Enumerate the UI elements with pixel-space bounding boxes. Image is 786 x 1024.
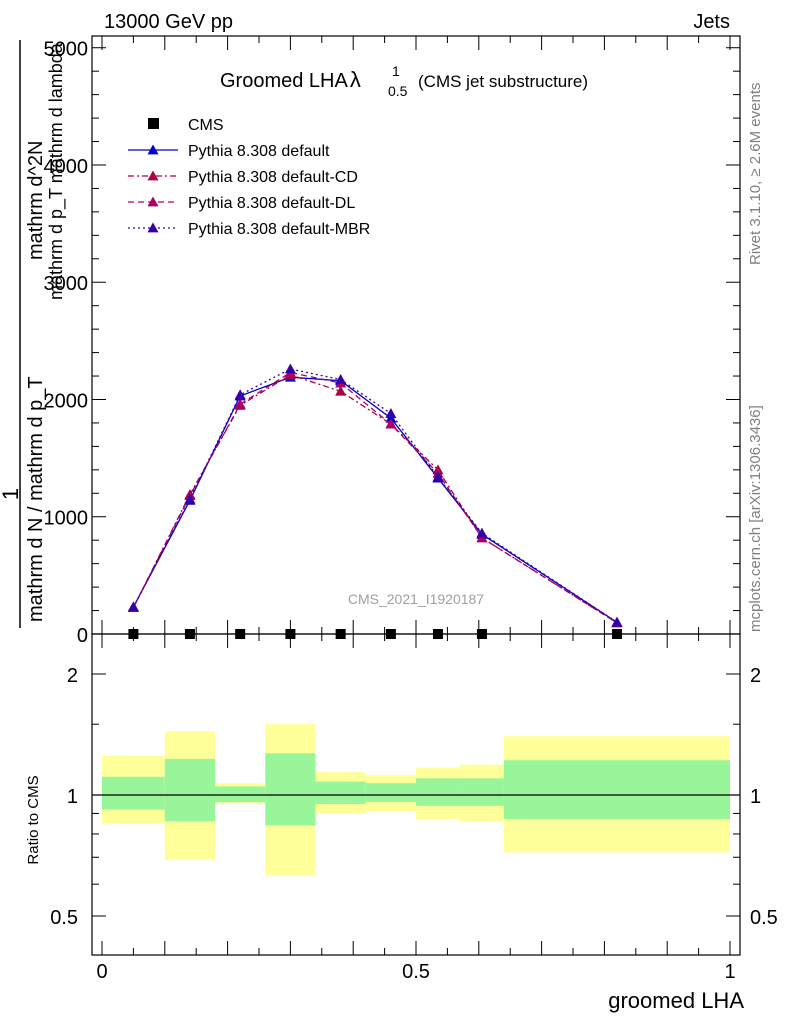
analysis-watermark: CMS_2021_I1920187 (348, 591, 484, 607)
y-axis-label: 1 mathrm d N / mathrm d p_T mathrm d^2N … (0, 40, 67, 628)
mcplots-credit: mcplots.cern.ch [arXiv:1306.3436] (747, 405, 764, 632)
y-axis-label-prefactor: 1 (0, 488, 23, 500)
series-line-3 (132, 371, 618, 624)
ratio-y-tick-label: 0.5 (50, 907, 78, 929)
ratio-inner-band (365, 783, 416, 803)
ratio-y-tick-label-right: 1 (750, 786, 761, 808)
ratio-inner-band (164, 758, 216, 822)
ratio-y-tick-label-right: 2 (750, 665, 761, 687)
main-y-tick-label: 2000 (44, 390, 89, 412)
ratio-y-tick-label: 2 (67, 665, 78, 687)
legend-label: Pythia 8.308 default (188, 143, 330, 160)
ratio-inner-band (416, 778, 460, 806)
ratio-y-tick-label: 1 (67, 786, 78, 808)
series-marker-2 (335, 385, 347, 396)
plot-title: Groomed LHAλ 1 0.5 (CMS jet substructure… (220, 63, 588, 99)
ratio-plot-frame: 0.5 0.5 1 1 2 2 0 0.5 1 (50, 633, 778, 983)
series-marker-4 (385, 408, 397, 418)
series-marker-4 (184, 493, 196, 504)
legend: CMS Pythia 8.308 default Pythia 8.308 defa… (128, 117, 370, 238)
plot-title-note: (CMS jet substructure) (418, 72, 588, 91)
ratio-inner-band (102, 776, 165, 810)
series-marker-4 (127, 601, 139, 612)
series-marker-3 (234, 398, 246, 409)
legend-marker-cms (148, 118, 159, 129)
header-energy-label: 13000 GeV pp (104, 11, 233, 33)
legend-label: Pythia 8.308 default-CD (188, 169, 358, 186)
plot-title-symbol: λ (350, 67, 361, 92)
x-tick-label: 1 (724, 961, 735, 983)
series-marker-4 (234, 389, 246, 400)
legend-marker-4 (147, 222, 159, 233)
legend-marker-3 (147, 196, 159, 207)
plot-title-superscript: 1 (392, 63, 400, 79)
ratio-y-tick-label-right: 0.5 (750, 907, 778, 929)
y-axis-label-denominator: mathrm d N / mathrm d p_T (25, 376, 47, 622)
legend-label: Pythia 8.308 default-DL (188, 195, 355, 212)
y-axis-label-full-denominator: mathrm d p_T mathrm d lambda (46, 42, 67, 300)
ratio-inner-band (265, 753, 316, 826)
ratio-inner-band (503, 760, 730, 820)
x-tick-label: 0.5 (402, 961, 430, 983)
series-marker-4 (284, 363, 296, 374)
legend-label: Pythia 8.308 default-MBR (188, 221, 370, 238)
series-marker-4 (335, 374, 347, 384)
main-plot-frame: 0 1000 2000 3000 4000 5000 (44, 35, 741, 647)
x-tick-label: 0 (96, 961, 107, 983)
ratio-y-axis-label: Ratio to CMS (25, 775, 42, 864)
legend-label: CMS (188, 117, 224, 134)
rivet-credit: Rivet 3.1.10, ≥ 2.6M events (747, 83, 764, 266)
series-marker-4 (611, 616, 623, 627)
series-marker-3 (385, 418, 397, 429)
ratio-inner-band (315, 781, 366, 804)
ratio-plot-area (92, 724, 740, 876)
series-marker-4 (476, 527, 488, 538)
y-axis-label-numerator: mathrm d^2N (25, 141, 47, 260)
main-series-layer (127, 363, 623, 639)
legend-marker-2 (147, 170, 159, 181)
legend-marker-1 (147, 144, 159, 155)
plot-title-text: Groomed LHA (220, 70, 348, 92)
header-process-label: Jets (693, 11, 730, 33)
ratio-inner-band (459, 778, 504, 806)
main-y-tick-label: 1000 (44, 508, 89, 530)
main-y-tick-label: 3000 (44, 273, 89, 295)
svg-text:Groomed LHAλ: Groomed LHAλ (220, 67, 361, 92)
main-y-tick-label: 4000 (44, 156, 89, 178)
main-y-tick-label: 0 (77, 625, 88, 647)
main-y-tick-label: 5000 (44, 39, 89, 61)
x-axis-label: groomed LHA (608, 988, 744, 1013)
ratio-inner-band (215, 786, 266, 803)
plot-title-subscript: 0.5 (388, 83, 408, 99)
series-marker-4 (432, 471, 444, 482)
